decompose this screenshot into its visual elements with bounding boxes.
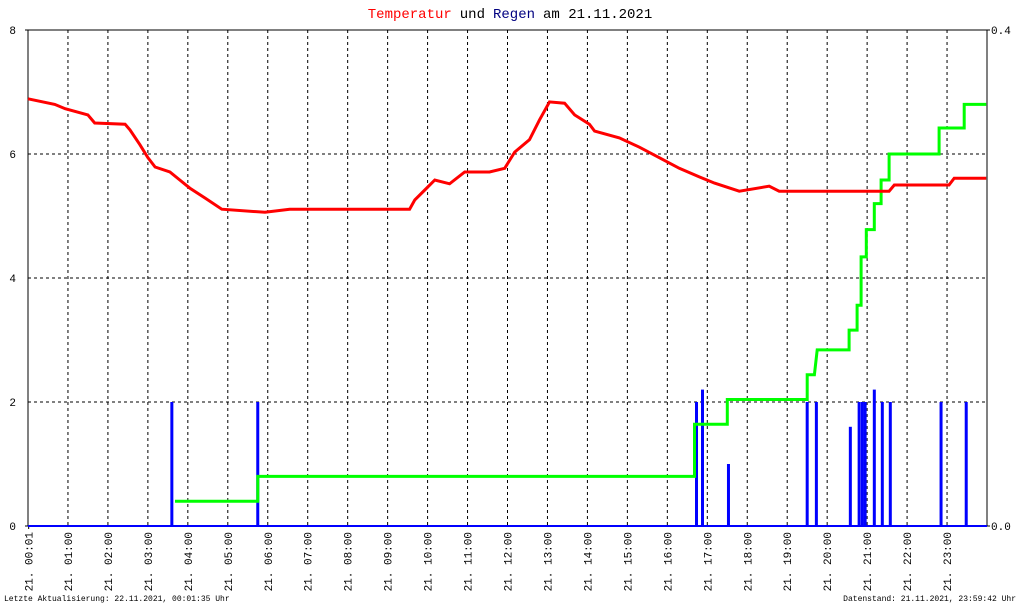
x-tick-label: 21. 03:00 (144, 532, 156, 591)
x-tick-label: 21. 19:00 (783, 532, 795, 591)
bar (700, 389, 704, 526)
y-tick-label: 2 (9, 398, 16, 410)
x-tick-label: 21. 08:00 (344, 532, 356, 591)
bar (170, 402, 174, 526)
bar (256, 402, 260, 526)
x-tick-label: 21. 02:00 (104, 532, 116, 591)
x-tick-label: 21. 21:00 (863, 532, 875, 591)
x-tick-label: 21. 20:00 (823, 532, 835, 591)
y-tick-label: 6 (9, 150, 16, 162)
x-tick-label: 21. 04:00 (184, 532, 196, 591)
y-tick-label: 4 (9, 274, 16, 286)
footer-left: Letzte Aktualisierung: 22.11.2021, 00:01… (4, 595, 230, 604)
title-part: und (460, 7, 485, 23)
x-tick-label: 21. 16:00 (663, 532, 675, 591)
x-tick-label: 21. 18:00 (743, 532, 755, 591)
x-tick-label: 21. 12:00 (504, 532, 516, 591)
y2-tick-label: 0.4 (991, 26, 1011, 38)
x-tick-label: 21. 15:00 (623, 532, 635, 591)
y-tick-label: 0 (9, 522, 16, 534)
x-tick-label: 21. 22:00 (903, 532, 915, 591)
bar (726, 464, 730, 526)
x-tick-label: 21. 11:00 (464, 532, 476, 591)
bar (814, 402, 818, 526)
title-part: am 21.11.2021 (543, 7, 652, 23)
x-tick-label: 21. 06:00 (264, 532, 276, 591)
x-tick-label: 21. 17:00 (703, 532, 715, 591)
line (175, 102, 987, 503)
bar (863, 402, 867, 526)
x-tick-label: 21. 00:01 (25, 532, 37, 592)
chart-title: Temperatur und Regen am 21.11.2021 (368, 7, 652, 23)
x-tick-label: 21. 10:00 (424, 532, 436, 591)
bar (872, 389, 876, 526)
bar (888, 402, 892, 526)
title-part: Temperatur (368, 7, 452, 23)
bar (860, 402, 864, 526)
bar (964, 402, 968, 526)
x-tick-label: 21. 01:00 (64, 532, 76, 591)
x-tick-label: 21. 09:00 (384, 532, 396, 591)
bar (695, 402, 699, 526)
bar (848, 426, 852, 526)
bar (939, 402, 943, 526)
x-tick-label: 21. 14:00 (583, 532, 595, 591)
y2-tick-label: 0.0 (991, 522, 1011, 534)
bar (880, 402, 884, 526)
bar (805, 402, 809, 526)
x-tick-label: 21. 13:00 (543, 532, 555, 591)
x-tick-label: 21. 23:00 (943, 532, 955, 591)
footer-right: Datenstand: 21.11.2021, 23:59:42 Uhr (843, 595, 1016, 604)
x-tick-label: 21. 07:00 (304, 532, 316, 591)
line (27, 97, 987, 214)
y-tick-label: 8 (9, 26, 16, 38)
title-part: Regen (493, 7, 535, 23)
bar (857, 402, 861, 526)
x-tick-label: 21. 05:00 (224, 532, 236, 591)
